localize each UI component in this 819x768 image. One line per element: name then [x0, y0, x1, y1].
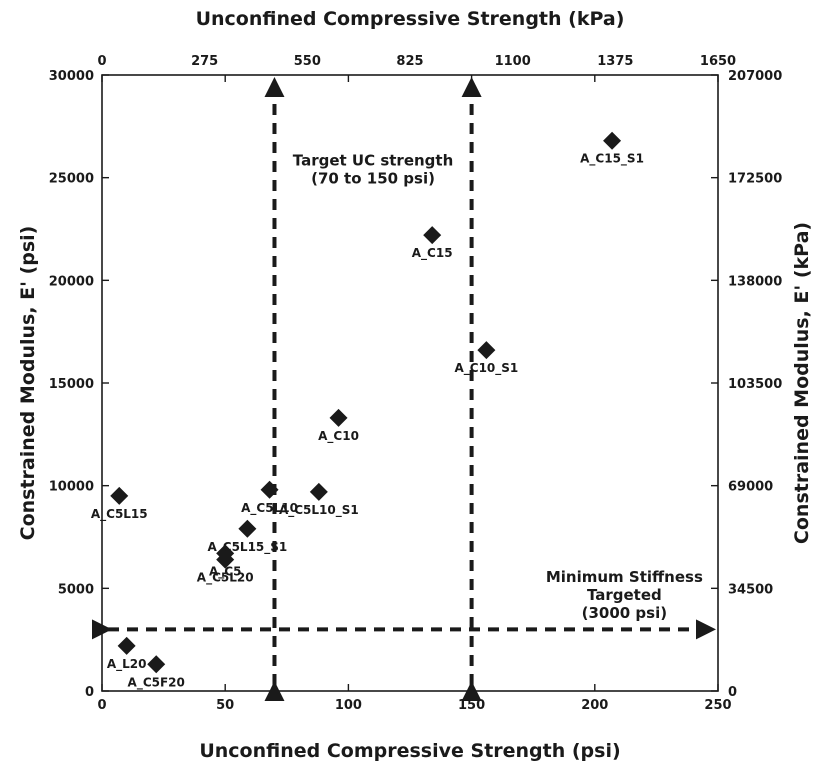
data-point-diamond: [477, 341, 496, 360]
data-point-diamond: [423, 226, 442, 245]
y-tick-label: 15000: [49, 377, 94, 392]
data-point-diamond: [117, 636, 136, 655]
annotation-line: Target UC strength: [293, 151, 453, 169]
y-right-tick-label: 34500: [728, 582, 773, 597]
data-point-diamond: [309, 482, 328, 501]
y-right-tick-label: 172500: [728, 172, 782, 187]
x-axis-title-top: Unconfined Compressive Strength (kPa): [196, 8, 625, 30]
data-point-label: A_C10: [318, 429, 359, 444]
x-tick-label: 250: [704, 698, 731, 713]
data-point-label: A_L20: [107, 657, 147, 672]
y-tick-label: 25000: [49, 172, 94, 187]
data-point-label: A_C5: [209, 564, 241, 579]
annotations: Target UC strength (70 to 150 psi) Minimum…: [293, 151, 703, 622]
x-top-tick-label: 825: [396, 54, 423, 69]
reference-lines: [92, 77, 716, 701]
data-point-label: A_C10_S1: [454, 361, 518, 376]
annotation-line: (70 to 150 psi): [311, 169, 435, 187]
annotation-line: Targeted: [587, 586, 662, 604]
x-top-tick-label: 1100: [495, 54, 531, 69]
y-right-tick-label: 69000: [728, 480, 773, 495]
data-points: A_L20 A_C5F20 A_C5L15 A_C5A_C5L20 A_C5L15_S1…: [91, 131, 644, 690]
data-point-label: A_C5L10: [241, 501, 298, 516]
x-tick-label: 150: [458, 698, 485, 713]
data-point-diamond: [238, 519, 257, 538]
y-right-tick-label: 0: [728, 685, 737, 700]
data-point-diamond: [216, 550, 235, 569]
data-point-label: A_C5F20: [128, 675, 185, 690]
annotation-text: Target UC strength (70 to 150 psi): [293, 151, 453, 187]
x-tick-label: 0: [97, 698, 106, 713]
y-right-tick-label: 138000: [728, 274, 782, 289]
data-point-diamond: [110, 486, 129, 505]
y-axis-title-right: Constrained Modulus, E' (kPa): [791, 222, 813, 544]
data-point-label: A_C15_S1: [580, 152, 644, 167]
annotation-line: Minimum Stiffness: [546, 568, 703, 586]
y-right-tick-label: 207000: [728, 69, 782, 84]
data-point-label: A_C5L15_S1: [207, 540, 287, 555]
x-axis-title-bottom: Unconfined Compressive Strength (psi): [199, 740, 620, 762]
x-tick-label: 200: [581, 698, 608, 713]
data-point-diamond: [603, 131, 622, 150]
x-top-tick-label: 275: [191, 54, 218, 69]
x-top-tick-label: 550: [294, 54, 321, 69]
y-tick-label: 5000: [58, 582, 94, 597]
y-tick-label: 30000: [49, 69, 94, 84]
y-tick-label: 0: [85, 685, 94, 700]
data-point-diamond: [147, 655, 166, 674]
x-top-tick-label: 0: [97, 54, 106, 69]
data-point-diamond: [260, 480, 279, 499]
annotation-line: (3000 psi): [582, 604, 668, 622]
data-point-label: A_C15: [412, 246, 453, 261]
y-tick-label: 20000: [49, 274, 94, 289]
x-tick-label: 50: [216, 698, 234, 713]
x-tick-label: 100: [335, 698, 362, 713]
y-tick-label: 10000: [49, 480, 94, 495]
y-right-tick-label: 103500: [728, 377, 782, 392]
data-point-label: A_C5L15: [91, 507, 148, 522]
data-point-label: A_C5L20: [197, 571, 254, 586]
x-top-tick-label: 1375: [597, 54, 633, 69]
x-top-tick-label: 1650: [700, 54, 736, 69]
data-point-label: A_C5L10_S1: [279, 503, 359, 518]
data-point-diamond: [329, 408, 348, 427]
axis-ticks: 0 50 100 150 200 2500 275 550 825 1100 1375 1650050…: [49, 54, 783, 713]
y-axis-title-left: Constrained Modulus, E' (psi): [17, 226, 39, 541]
annotation-text: Minimum Stiffness Targeted (3000 psi): [546, 568, 703, 622]
